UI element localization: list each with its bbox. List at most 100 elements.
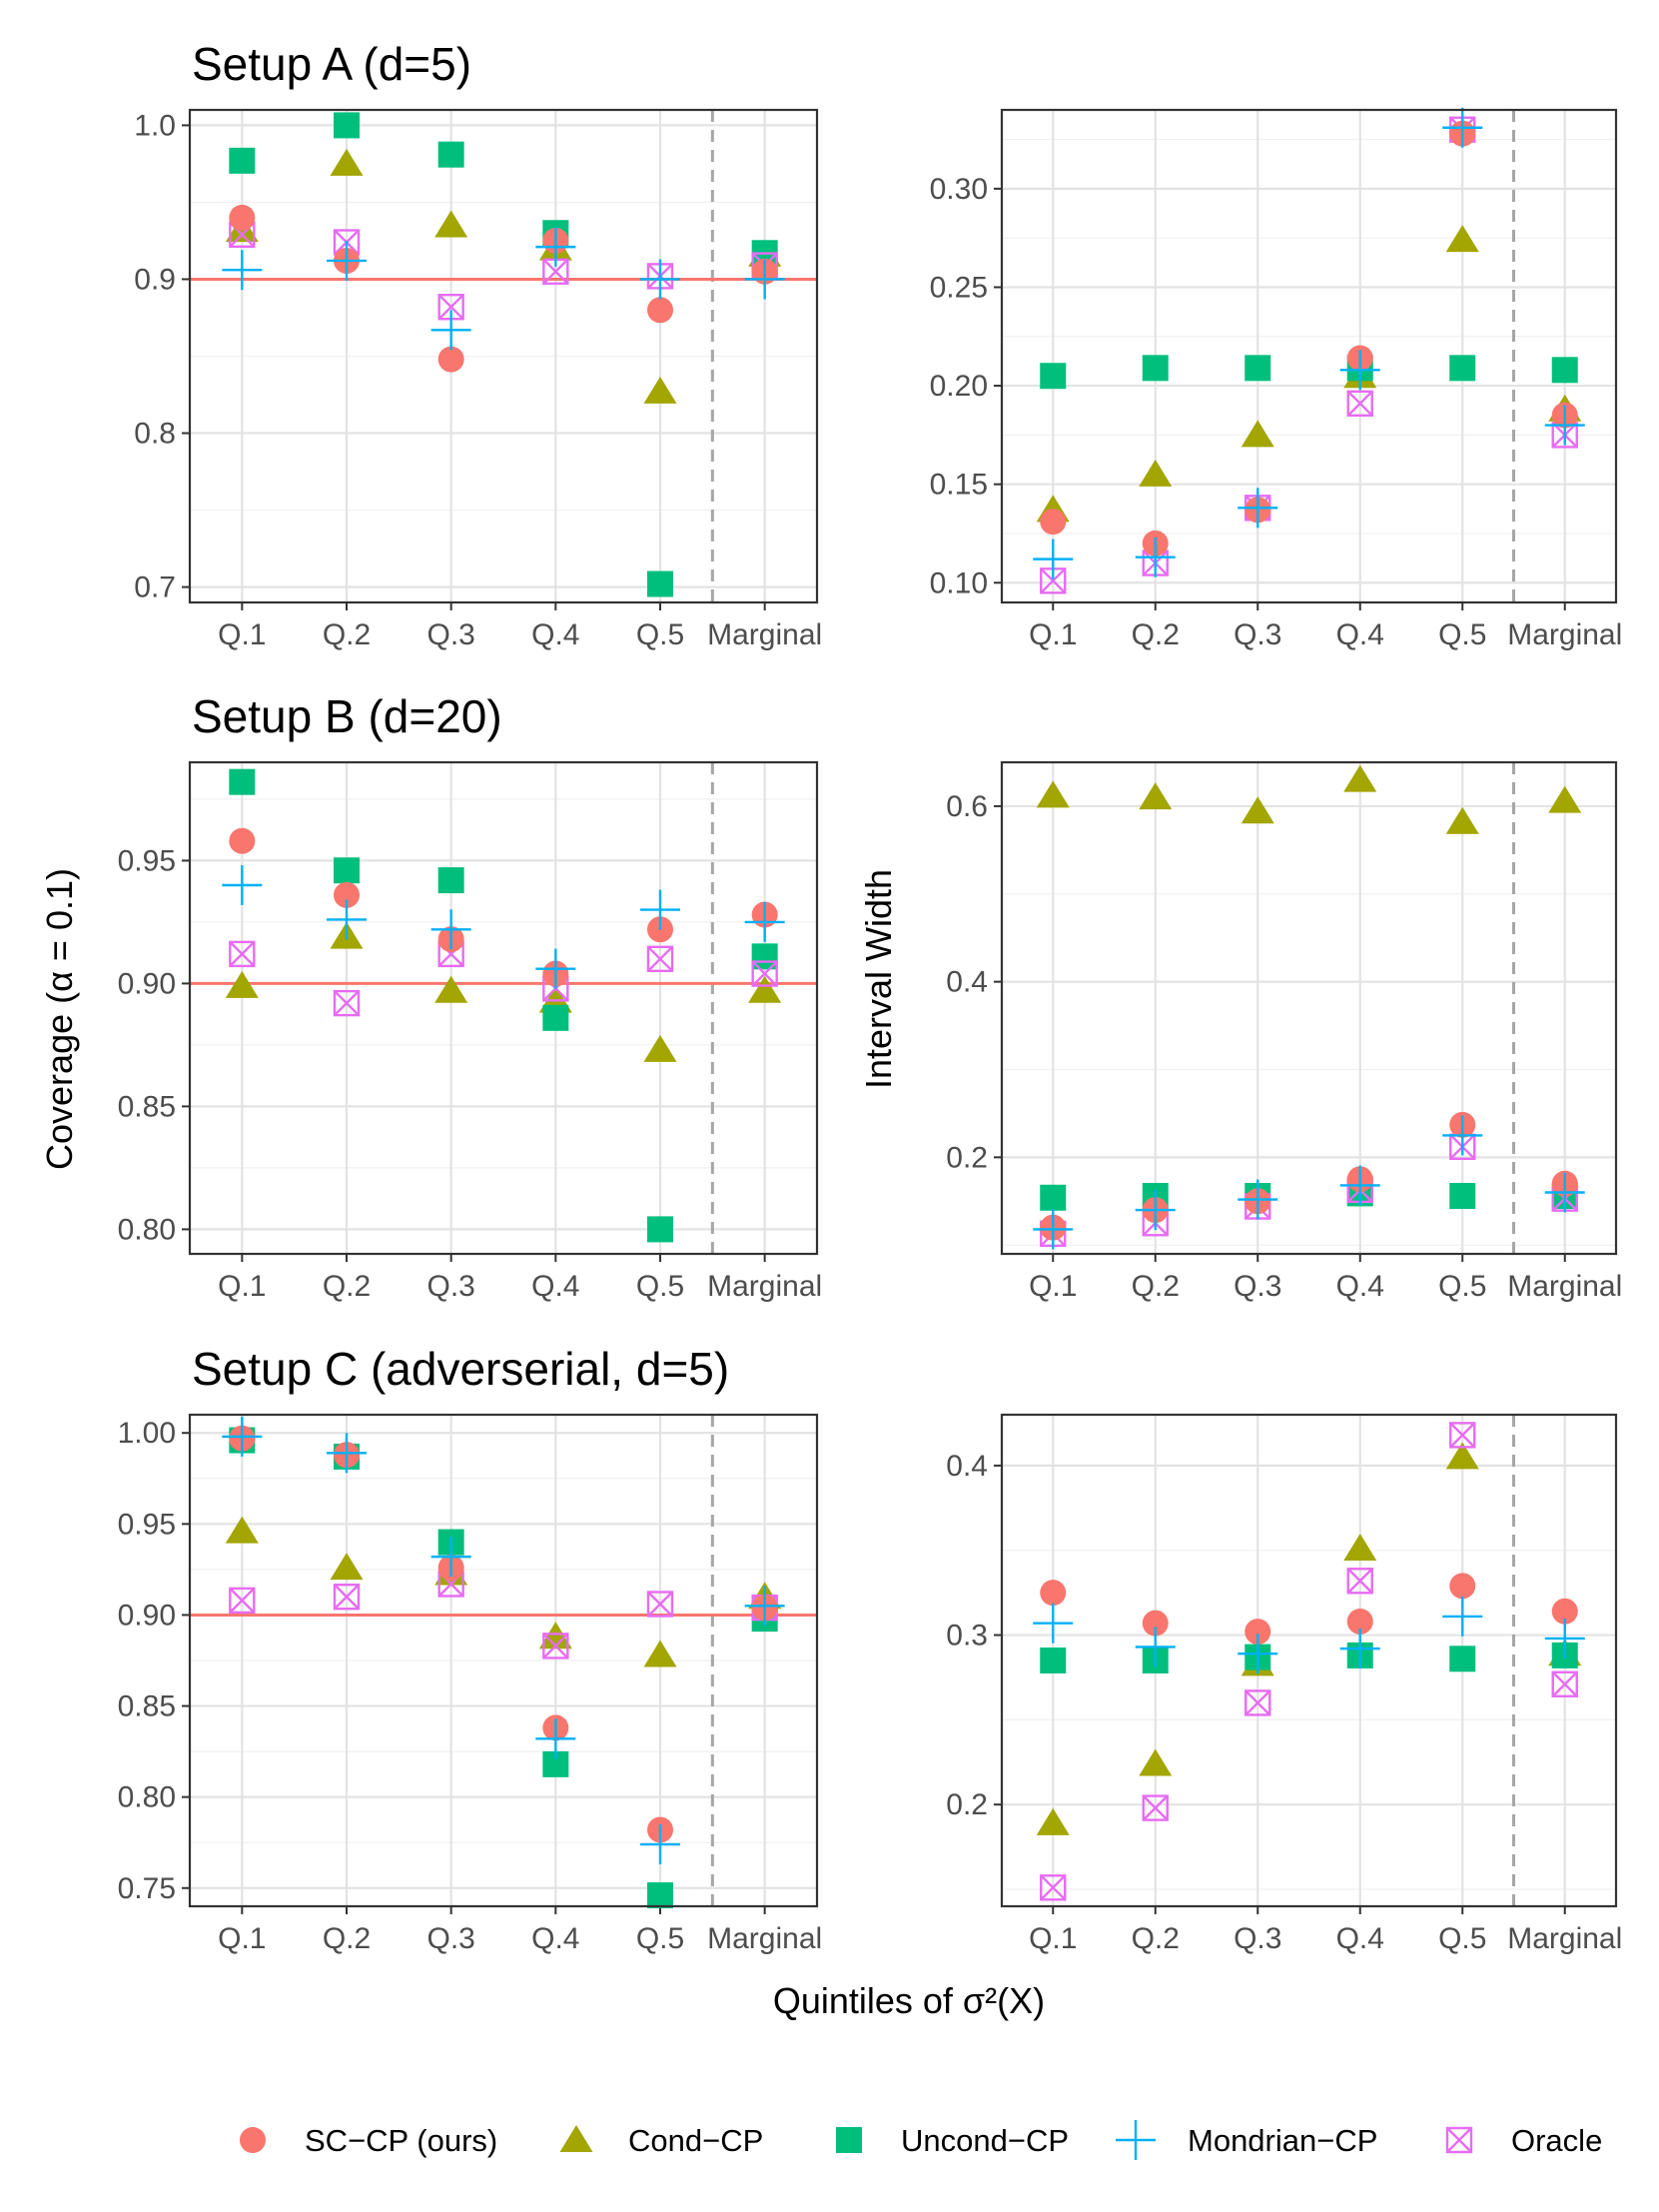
point-uncond-cp bbox=[1449, 355, 1475, 381]
point-uncond-cp bbox=[438, 142, 464, 168]
x-tick-label: Q.3 bbox=[1234, 618, 1281, 651]
coverage-panel-setup-c: 1.000.950.900.850.800.75Q.1 Q.2 Q.3 Q.4 Q.5 M… bbox=[118, 1415, 823, 1955]
legend-key-uncond-cp bbox=[836, 2127, 862, 2153]
x-tick-label: Q.1 bbox=[1029, 618, 1077, 651]
x-tick-label: Q.5 bbox=[636, 1270, 684, 1303]
x-tick-label: Q.4 bbox=[531, 1922, 579, 1955]
y-tick-label: 0.10 bbox=[930, 566, 988, 599]
plot-background bbox=[1002, 1415, 1616, 1906]
y-tick-label: 0.90 bbox=[118, 1599, 176, 1632]
x-tick-label: Q.2 bbox=[1132, 618, 1180, 651]
point-uncond-cp bbox=[1449, 1183, 1475, 1209]
point-sc-cp-ours bbox=[229, 828, 255, 854]
point-uncond-cp bbox=[1040, 1648, 1066, 1673]
x-tick-label: Q.2 bbox=[1132, 1922, 1180, 1955]
point-uncond-cp bbox=[647, 1882, 673, 1908]
point-sc-cp-ours bbox=[1040, 509, 1066, 535]
y-tick-label: 0.25 bbox=[930, 271, 988, 304]
y-tick-label: 0.7 bbox=[134, 571, 176, 604]
x-tick-label: Q.3 bbox=[1234, 1922, 1281, 1955]
x-tick-label: Q.1 bbox=[218, 618, 266, 651]
width-panel-setup-b: 0.60.40.2Q.1 Q.2 Q.3 Q.4 Q.5 Marginal bbox=[946, 762, 1622, 1303]
x-tick-label: Q.4 bbox=[531, 618, 579, 651]
panel-title-setup-a: Setup A (d=5) bbox=[192, 38, 471, 90]
panel-title-setup-b: Setup B (d=20) bbox=[192, 690, 502, 742]
left-y-axis-title: Coverage (α = 0.1) bbox=[39, 868, 80, 1170]
panel-title-setup-c: Setup C (adverserial, d=5) bbox=[192, 1343, 729, 1395]
coverage-panel-setup-a: 1.0 0.9 0.8 0.7 Q.1 Q.2 Q.3 Q.4 Q.5 Marginal bbox=[134, 109, 822, 651]
y-tick-label: 0.2 bbox=[946, 1788, 988, 1821]
legend-label: Mondrian−CP bbox=[1188, 2123, 1377, 2158]
x-tick-label: Marginal bbox=[1507, 1922, 1622, 1955]
point-uncond-cp bbox=[542, 1005, 568, 1031]
x-axis-title: Quintiles of σ²(X) bbox=[773, 1980, 1045, 2021]
y-tick-label: 0.95 bbox=[118, 844, 176, 877]
x-tick-label: Q.4 bbox=[531, 1270, 579, 1303]
x-tick-label: Q.1 bbox=[218, 1270, 266, 1303]
y-tick-label: 0.9 bbox=[134, 263, 176, 296]
x-tick-label: Q.3 bbox=[1234, 1270, 1281, 1303]
point-uncond-cp bbox=[1143, 355, 1169, 381]
right-y-axis-title: Interval Width bbox=[858, 869, 899, 1089]
legend-label: Oracle bbox=[1511, 2123, 1602, 2158]
y-tick-label: 0.6 bbox=[946, 790, 988, 823]
y-tick-label: 0.80 bbox=[118, 1213, 176, 1246]
point-uncond-cp bbox=[1449, 1646, 1475, 1671]
legend-label: SC−CP (ours) bbox=[305, 2123, 497, 2158]
point-sc-cp-ours bbox=[1449, 1573, 1475, 1599]
point-sc-cp-ours bbox=[438, 347, 464, 373]
point-uncond-cp bbox=[1040, 1185, 1066, 1211]
y-tick-label: 0.85 bbox=[118, 1090, 176, 1123]
x-tick-label: Q.2 bbox=[323, 1922, 371, 1955]
x-tick-label: Marginal bbox=[1507, 618, 1622, 651]
point-uncond-cp bbox=[647, 1216, 673, 1242]
y-tick-label: 0.8 bbox=[134, 418, 176, 451]
x-tick-label: Q.2 bbox=[1132, 1270, 1180, 1303]
x-tick-label: Q.4 bbox=[1336, 618, 1384, 651]
plot-background bbox=[190, 762, 817, 1254]
y-tick-label: 0.75 bbox=[118, 1872, 176, 1905]
legend-label: Cond−CP bbox=[628, 2123, 763, 2158]
width-panel-setup-a: 0.300.250.200.150.10Q.1 Q.2 Q.3 Q.4 Q.5 Margi… bbox=[930, 108, 1623, 651]
y-tick-label: 0.2 bbox=[946, 1141, 988, 1174]
x-tick-label: Q.1 bbox=[1029, 1270, 1077, 1303]
x-tick-label: Q.3 bbox=[426, 1922, 474, 1955]
point-uncond-cp bbox=[1040, 363, 1066, 389]
y-tick-label: 0.4 bbox=[946, 1450, 988, 1483]
point-sc-cp-ours bbox=[1040, 1580, 1066, 1606]
coverage-panel-setup-b: 0.950.900.850.80Q.1 Q.2 Q.3 Q.4 Q.5 Marginal bbox=[118, 762, 823, 1303]
plot-background bbox=[1002, 762, 1616, 1254]
x-tick-label: Q.2 bbox=[323, 1270, 371, 1303]
x-tick-label: Q.1 bbox=[1029, 1922, 1077, 1955]
width-panel-setup-c: 0.4 0.3 0.2 Q.1 Q.2 Q.3 Q.4 Q.5 Marginal bbox=[946, 1415, 1622, 1955]
point-uncond-cp bbox=[334, 857, 360, 883]
x-tick-label: Q.4 bbox=[1336, 1922, 1384, 1955]
x-tick-label: Q.2 bbox=[323, 618, 371, 651]
x-tick-label: Q.1 bbox=[218, 1922, 266, 1955]
point-uncond-cp bbox=[438, 867, 464, 893]
point-uncond-cp bbox=[229, 148, 255, 174]
x-tick-label: Q.5 bbox=[1438, 1922, 1486, 1955]
point-uncond-cp bbox=[1244, 355, 1270, 381]
x-tick-label: Q.5 bbox=[636, 1922, 684, 1955]
y-tick-label: 0.20 bbox=[930, 370, 988, 403]
x-tick-label: Marginal bbox=[707, 1922, 822, 1955]
y-tick-label: 1.00 bbox=[118, 1417, 176, 1450]
x-tick-label: Marginal bbox=[1507, 1270, 1622, 1303]
y-tick-label: 0.4 bbox=[946, 966, 988, 999]
point-uncond-cp bbox=[229, 769, 255, 795]
x-tick-label: Marginal bbox=[707, 1270, 822, 1303]
x-tick-label: Q.3 bbox=[426, 1270, 474, 1303]
point-uncond-cp bbox=[1552, 357, 1578, 383]
y-tick-label: 0.85 bbox=[118, 1690, 176, 1723]
y-tick-label: 1.0 bbox=[134, 109, 176, 142]
x-tick-label: Q.4 bbox=[1336, 1270, 1384, 1303]
y-tick-label: 0.30 bbox=[930, 173, 988, 206]
point-uncond-cp bbox=[334, 112, 360, 138]
y-tick-label: 0.3 bbox=[946, 1620, 988, 1653]
x-tick-label: Q.5 bbox=[1438, 618, 1486, 651]
point-sc-cp-ours bbox=[229, 205, 255, 231]
y-tick-label: 0.95 bbox=[118, 1508, 176, 1541]
legend-item-oracle: Oracle bbox=[1447, 2123, 1602, 2158]
figure: Setup A (d=5) Setup B (d=20) Setup C (ad… bbox=[0, 0, 1659, 2212]
